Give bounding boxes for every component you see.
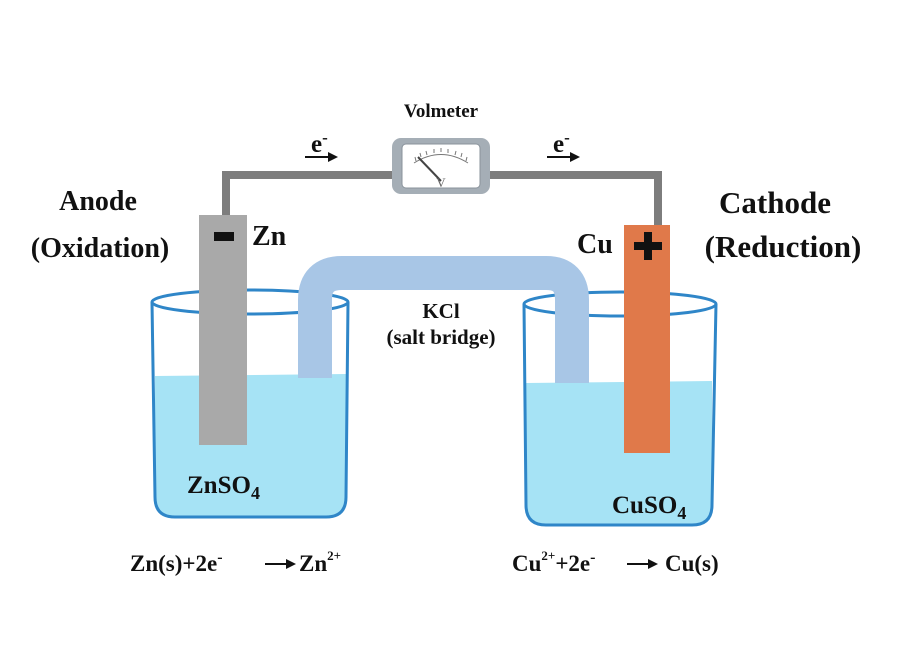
cathode-title: Cathode bbox=[719, 185, 831, 220]
voltmeter-ticks bbox=[414, 148, 468, 162]
electron-label-right: e- bbox=[553, 128, 570, 158]
external-wire bbox=[222, 171, 662, 228]
cathode-metal-label: Cu bbox=[577, 229, 613, 260]
plus-sign-icon bbox=[634, 232, 662, 260]
anode-metal-label: Zn bbox=[252, 221, 287, 252]
cathode-solution-label: CuSO4 bbox=[612, 492, 686, 523]
salt-bridge-sublabel: (salt bridge) bbox=[386, 325, 495, 349]
salt-bridge-label: KCl bbox=[422, 299, 460, 323]
copper-electrode-bar bbox=[624, 225, 670, 453]
cathode-beaker-rim bbox=[522, 290, 718, 318]
zinc-electrode-bar bbox=[199, 215, 247, 445]
anode-subtitle: (Oxidation) bbox=[31, 233, 169, 264]
cathode-subtitle: (Reduction) bbox=[705, 229, 862, 264]
cathode-beaker bbox=[522, 290, 718, 527]
salt-bridge bbox=[298, 256, 589, 383]
voltmeter-dial-letter: V bbox=[436, 175, 446, 190]
electron-arrow-left-head bbox=[328, 152, 338, 162]
cathode-equation-arrow-head bbox=[648, 559, 658, 569]
voltmeter-dial bbox=[401, 143, 481, 189]
voltmeter-scale bbox=[413, 154, 469, 164]
anode-equation-left: Zn(s)+2e- bbox=[130, 549, 223, 576]
cathode-equation-right: Cu(s) bbox=[665, 551, 719, 576]
voltmeter: V bbox=[392, 138, 490, 194]
voltmeter-label: Volmeter bbox=[404, 101, 479, 122]
cathode-beaker-wall bbox=[522, 303, 718, 527]
copper-electrode bbox=[624, 225, 670, 453]
anode-title: Anode bbox=[59, 186, 137, 217]
zinc-electrode bbox=[199, 215, 247, 445]
electron-label-left: e- bbox=[311, 128, 328, 158]
cathode-equation: Cu2++2e- Cu(s) bbox=[512, 548, 719, 576]
anode-equation: Zn(s)+2e- Zn2+ bbox=[130, 548, 341, 576]
voltmeter-needle bbox=[417, 156, 442, 182]
anode-beaker-wall bbox=[150, 301, 350, 519]
minus-sign-icon bbox=[214, 232, 234, 241]
anode-solution-label: ZnSO4 bbox=[187, 472, 260, 503]
electron-arrow-right-head bbox=[570, 152, 580, 162]
cathode-equation-left: Cu2++2e- bbox=[512, 548, 595, 576]
anode-equation-arrow-head bbox=[286, 559, 296, 569]
electron-flow-left: e- bbox=[305, 128, 338, 162]
electron-flow-right: e- bbox=[547, 128, 580, 162]
anode-equation-right: Zn2+ bbox=[299, 548, 341, 576]
